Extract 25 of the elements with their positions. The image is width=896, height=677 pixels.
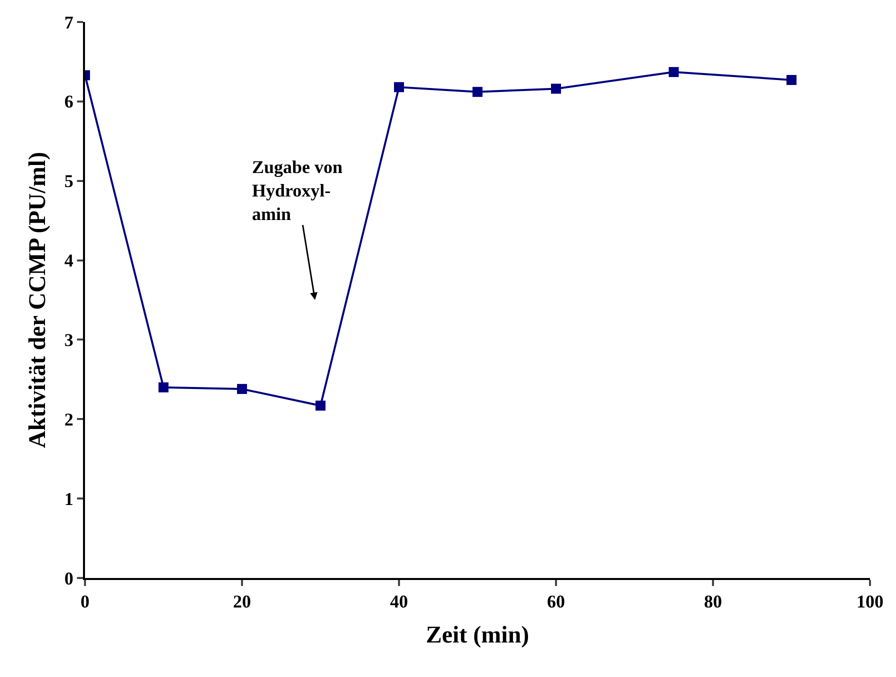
y-tick-label: 7	[64, 12, 74, 32]
y-tick-label: 6	[64, 92, 74, 112]
point	[668, 67, 679, 78]
x-tick-label: 0	[80, 592, 90, 612]
x-tick-label: 80	[704, 592, 722, 612]
x-axis-title: Zeit (min)	[426, 622, 530, 648]
point	[158, 382, 168, 392]
y-tick-label: 2	[64, 409, 74, 430]
point	[394, 82, 404, 92]
point	[237, 384, 247, 394]
x-tick-label: 60	[547, 592, 565, 612]
y-tick-label: 0	[64, 568, 74, 588]
x-tick-label: 40	[390, 592, 408, 612]
y-tick-label: 3	[64, 330, 74, 350]
y-tick-label: 4	[64, 250, 74, 271]
y-axis-title: Aktivität der CCMP (PU/ml)	[25, 152, 51, 448]
y-tick-label: 5	[64, 171, 74, 192]
point	[551, 84, 561, 94]
annotation: Zugabe von Hydroxyl- amin	[252, 157, 343, 224]
point	[472, 86, 482, 97]
x-tick-label: 100	[856, 592, 884, 612]
y-tick-label: 1	[64, 488, 74, 509]
point	[316, 400, 326, 411]
x-tick-label: 20	[233, 592, 251, 612]
point	[786, 74, 796, 85]
